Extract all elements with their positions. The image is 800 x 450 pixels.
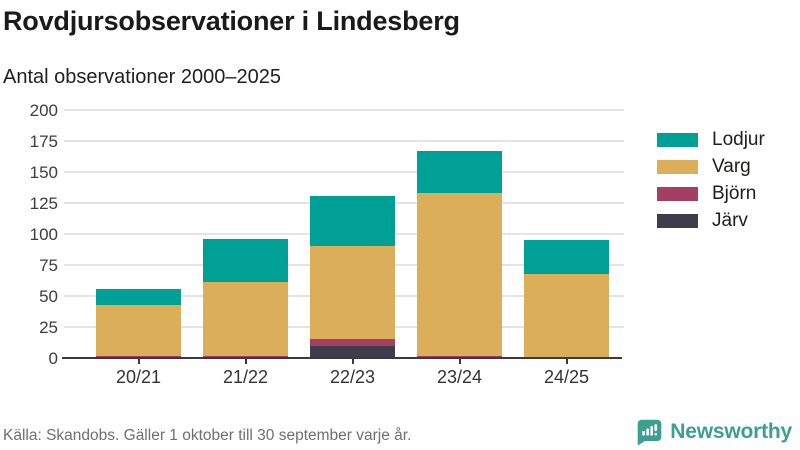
legend-swatch — [657, 213, 698, 228]
bar-segment-lodjur — [417, 150, 502, 194]
newsworthy-icon — [637, 419, 662, 445]
bar-segment-björn — [310, 339, 395, 346]
bar-segment-varg — [310, 246, 395, 340]
y-tick-label: 50 — [39, 287, 58, 306]
gridline — [64, 171, 624, 173]
bar-group — [203, 110, 288, 358]
legend-item-björn: Björn — [657, 180, 765, 207]
brand-logo: Newsworthy — [636, 418, 792, 445]
y-tick-label: 25 — [39, 318, 58, 337]
x-axis-line — [62, 357, 622, 359]
x-tick-label: 21/22 — [222, 367, 269, 387]
x-tick — [458, 359, 461, 364]
bar-segment-varg — [417, 193, 502, 356]
brand-name: Newsworthy — [670, 419, 792, 443]
source-note: Källa: Skandobs. Gäller 1 oktober till 3… — [3, 427, 412, 444]
bar-segment-lodjur — [310, 195, 395, 247]
bar-segment-lodjur — [524, 240, 609, 274]
bar-segment-lodjur — [203, 238, 288, 283]
chart-subtitle: Antal observationer 2000–2025 — [3, 66, 281, 88]
y-tick-label: 0 — [48, 349, 58, 368]
x-axis-ticks — [85, 359, 620, 365]
bar-segment-björn — [417, 355, 502, 358]
bar-group — [524, 110, 609, 358]
legend-label: Björn — [712, 182, 757, 204]
y-tick-label: 125 — [29, 194, 58, 213]
x-tick-label: 24/25 — [543, 367, 590, 387]
x-tick-label: 23/24 — [436, 367, 483, 387]
plot-area — [85, 110, 620, 358]
bar-segment-varg — [96, 304, 181, 356]
bar-segment-björn — [203, 355, 288, 358]
legend-label: Varg — [712, 155, 751, 177]
bar-segment-björn — [96, 355, 181, 358]
y-tick-label: 175 — [29, 132, 58, 151]
legend-item-varg: Varg — [657, 153, 765, 180]
bar-segment-järv — [310, 345, 395, 358]
x-tick — [351, 359, 354, 364]
legend-label: Järv — [712, 209, 748, 231]
y-tick-label: 75 — [39, 256, 58, 275]
legend-item-lodjur: Lodjur — [657, 126, 765, 153]
bar-group — [96, 110, 181, 358]
x-tick — [244, 359, 247, 364]
gridline — [64, 109, 624, 111]
x-tick — [137, 359, 140, 364]
legend-swatch — [657, 186, 698, 201]
legend-swatch — [657, 132, 698, 147]
x-axis-categories: 20/21 21/22 22/23 23/24 24/25 — [85, 367, 620, 391]
bar-segment-varg — [524, 273, 609, 358]
bar-group — [310, 110, 395, 358]
x-tick-label: 22/23 — [329, 367, 376, 387]
legend-label: Lodjur — [712, 128, 765, 150]
y-axis-labels: 0 25 50 75 100 125 150 175 200 — [0, 101, 58, 368]
y-tick-label: 200 — [29, 101, 58, 120]
x-tick — [565, 359, 568, 364]
y-tick-label: 100 — [29, 225, 58, 244]
legend: Lodjur Varg Björn Järv — [657, 126, 765, 234]
bar-segment-varg — [203, 282, 288, 356]
legend-swatch — [657, 159, 698, 174]
x-tick-label: 20/21 — [115, 367, 162, 387]
bar-group — [417, 110, 502, 358]
y-tick-label: 150 — [29, 163, 58, 182]
gridline — [64, 140, 624, 142]
bar-segment-lodjur — [96, 288, 181, 305]
legend-item-järv: Järv — [657, 207, 765, 234]
chart-title: Rovdjursobservationer i Lindesberg — [3, 6, 460, 36]
